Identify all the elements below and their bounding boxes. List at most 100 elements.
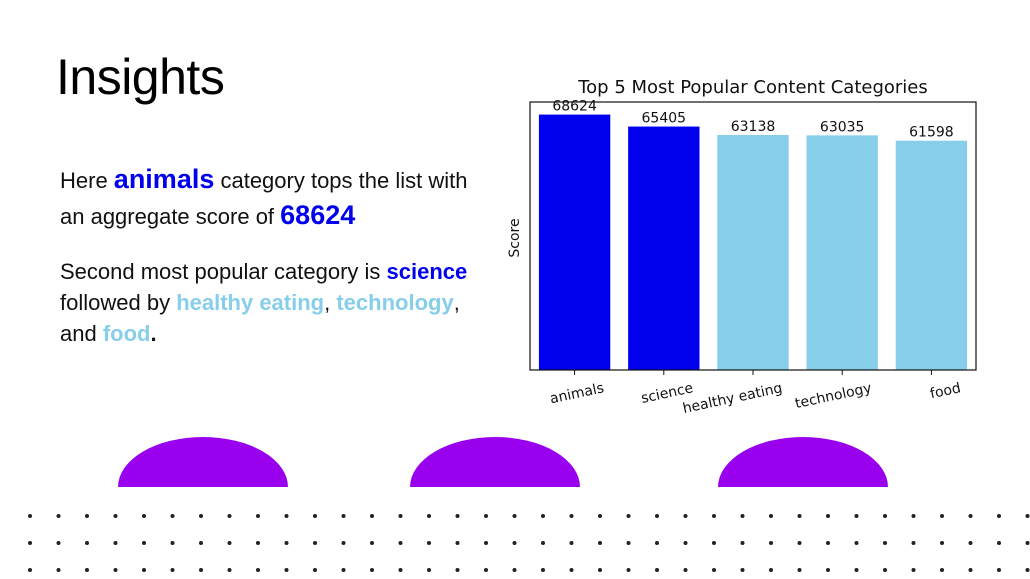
decor-dot (541, 541, 545, 545)
data-label-animals: 68624 (552, 99, 597, 115)
decor-dot (598, 541, 602, 545)
decor-dot (911, 514, 916, 518)
decor-dot (455, 514, 460, 518)
decor-dot (484, 568, 488, 572)
y-axis-label: Score (507, 218, 523, 257)
decor-dot (455, 541, 460, 545)
insight-ranking: Second most popular category is science … (60, 256, 490, 349)
decor-dot (683, 541, 688, 545)
decor-dot (769, 514, 773, 518)
decor-dot (313, 514, 317, 518)
decor-dot (313, 568, 317, 572)
decor-dot (712, 541, 716, 545)
ranking-prefix: Second most popular category is (60, 259, 387, 284)
decor-dot (256, 514, 260, 518)
x-tick-label-healthy-eating: healthy eating (681, 380, 784, 417)
decor-dot (199, 568, 203, 572)
decor-dot (997, 568, 1001, 572)
decor-dot (968, 514, 973, 518)
bar-chart: Top 5 Most Popular Content Categories Sco… (500, 72, 1000, 432)
decor-dot (911, 541, 916, 545)
decor-dot (997, 514, 1001, 518)
decor-dot (370, 568, 374, 572)
decor-dot (655, 541, 659, 545)
purple-dome-right (718, 437, 888, 487)
decor-dot (769, 541, 773, 545)
decor-dot (227, 541, 232, 545)
decor-dot (598, 568, 602, 572)
bar-animals (538, 114, 611, 370)
decor-dot (28, 568, 32, 572)
decor-dot (28, 514, 32, 518)
decor-dot (626, 514, 631, 518)
decor-dot (398, 541, 403, 545)
decor-dot (284, 568, 289, 572)
decor-dot (883, 568, 887, 572)
decor-dot (712, 568, 716, 572)
decor-dot (854, 514, 859, 518)
data-label-technology: 63035 (820, 119, 865, 135)
insight-top-category: Here animals category tops the list with… (60, 162, 490, 234)
x-tick-label-food: food (929, 380, 963, 402)
decor-dot (341, 568, 346, 572)
decor-dot (284, 541, 289, 545)
data-label-food: 61598 (909, 125, 954, 141)
decor-dot (911, 568, 916, 572)
decor-dot (142, 541, 146, 545)
decor-dot (284, 514, 289, 518)
decor-dot (797, 568, 802, 572)
chart-title: Top 5 Most Popular Content Categories (577, 77, 928, 98)
ranking-period: . (150, 321, 157, 346)
decor-dot (484, 514, 488, 518)
decor-dot (341, 541, 346, 545)
bar-chart-svg: Top 5 Most Popular Content Categories Sco… (507, 77, 977, 417)
decor-dot (1025, 514, 1030, 518)
second-category-highlight: science (386, 259, 468, 284)
decor-dot (113, 568, 118, 572)
decor-dot (1025, 568, 1030, 572)
decor-dot (170, 568, 175, 572)
decor-dot (940, 514, 944, 518)
decor-dot (569, 514, 574, 518)
x-tick-label-technology: technology (794, 380, 873, 412)
decor-dot (199, 541, 203, 545)
top-score-highlight: 68624 (280, 200, 356, 230)
decor-dot (142, 568, 146, 572)
decor-dot (427, 568, 431, 572)
decor-dot (968, 568, 973, 572)
purple-dome-left (118, 437, 288, 487)
decor-dot (370, 541, 374, 545)
decor-dot (826, 541, 830, 545)
insight-middle: category tops the list with an aggregate… (60, 168, 468, 229)
dot-pattern (28, 514, 1030, 572)
decor-dot (256, 541, 260, 545)
decor-dot (997, 541, 1001, 545)
decor-dot (541, 568, 545, 572)
decor-dot (655, 514, 659, 518)
decor-dot (740, 514, 745, 518)
decor-dot (512, 568, 517, 572)
data-label-healthy-eating: 63138 (731, 119, 776, 135)
decor-dot (883, 541, 887, 545)
decor-dot (626, 541, 631, 545)
decor-dot (683, 514, 688, 518)
decor-dot (313, 541, 317, 545)
third-category-highlight: healthy eating (176, 290, 325, 315)
bar-technology (806, 135, 878, 370)
decor-dot (626, 568, 631, 572)
decor-dot (484, 541, 488, 545)
decor-dot (683, 568, 688, 572)
decor-dot (940, 568, 944, 572)
decor-dot (170, 514, 175, 518)
decor-dot (256, 568, 260, 572)
decor-dot (1025, 541, 1030, 545)
decor-dot (56, 568, 61, 572)
plot-frame (529, 101, 977, 371)
decor-dot (512, 514, 517, 518)
data-label-science: 65405 (642, 111, 687, 127)
decor-dot (85, 568, 89, 572)
decor-dot (227, 568, 232, 572)
decor-dot (398, 568, 403, 572)
decor-dot (455, 568, 460, 572)
decor-dot (398, 514, 403, 518)
